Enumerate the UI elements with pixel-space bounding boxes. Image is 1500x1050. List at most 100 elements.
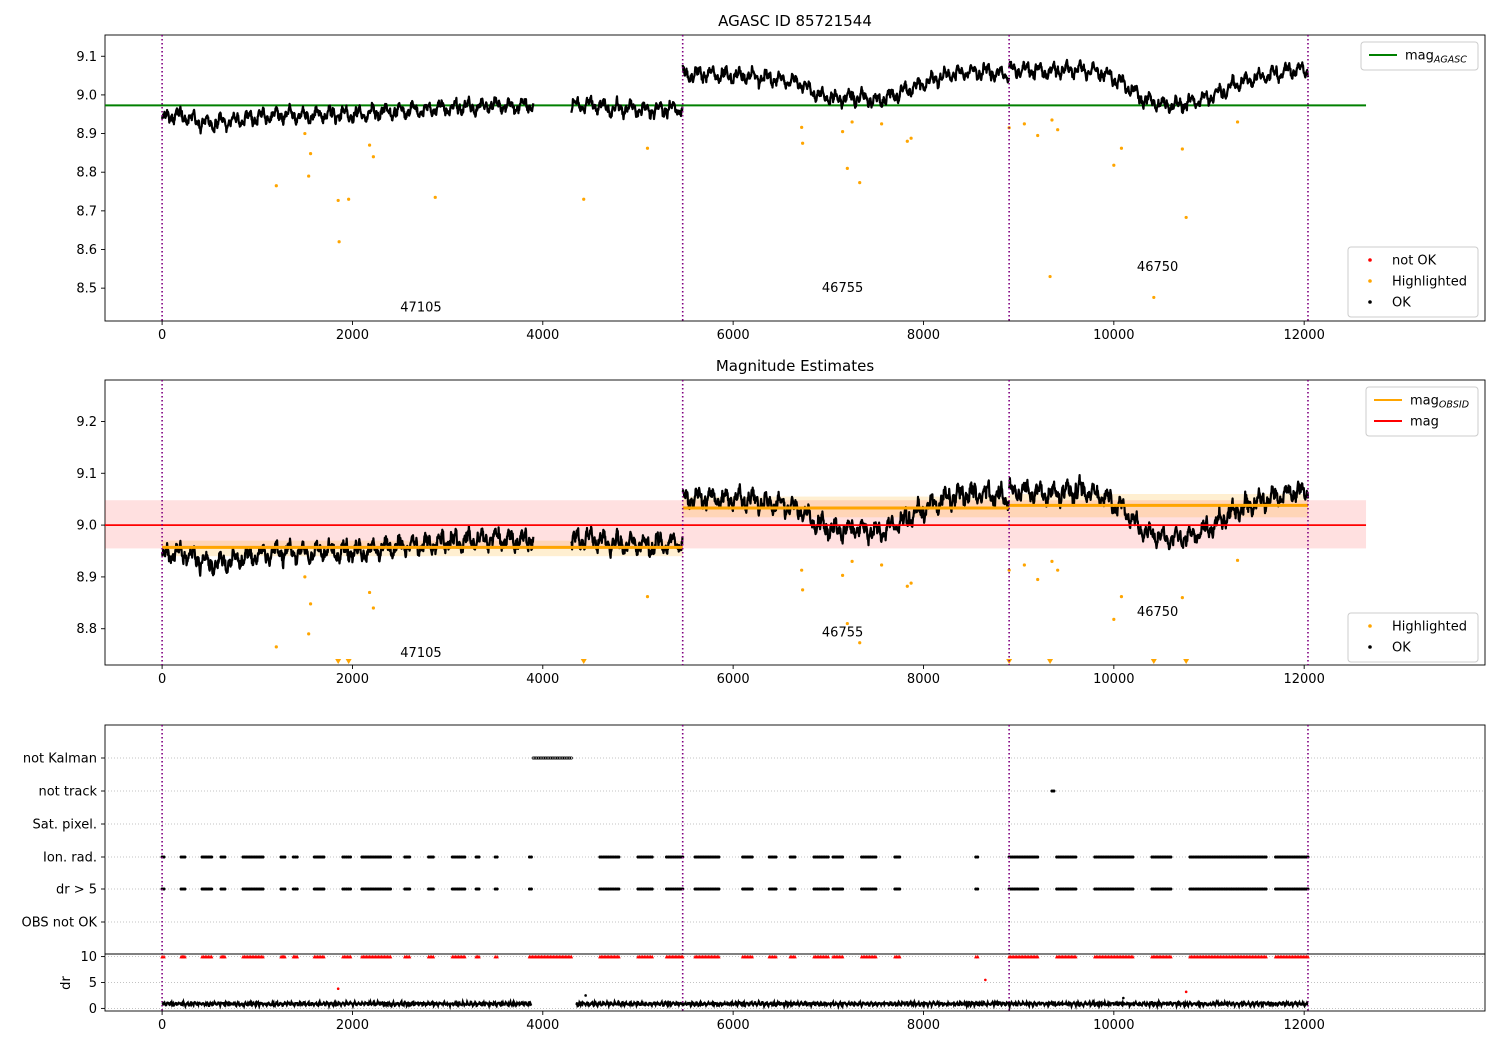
panel1-highlighted-point	[1152, 295, 1156, 300]
panel3-flag-label: not track	[38, 785, 97, 800]
panel2-x-tick-label: 2000	[336, 672, 369, 687]
panel3-flag-event	[223, 887, 227, 891]
panel1-highlighted-point	[303, 131, 307, 136]
panel1-highlighted-point	[801, 141, 805, 145]
panel3-flag-event	[562, 756, 566, 760]
panel2-highlighted-point	[303, 575, 307, 579]
panel4-dr-outlier	[584, 994, 587, 997]
panel4-dr-clipped	[407, 954, 412, 959]
panel1-ok-series	[570, 94, 684, 121]
panel3-flag-event	[495, 887, 499, 891]
panel2-legend-swatch	[1368, 645, 1372, 649]
panel3-flag-event	[408, 887, 412, 891]
panel3-flag-event	[1074, 855, 1078, 859]
panel4-dr-outlier	[1122, 996, 1125, 1000]
panel3-flag-event	[295, 855, 299, 859]
panel3-flag-label: dr > 5	[56, 883, 97, 898]
panel3-flag-event	[841, 887, 845, 891]
panel3-flag-event	[543, 756, 547, 760]
panel1-x-tick-label: 6000	[717, 328, 750, 343]
panel4-x-tick-label: 12000	[1283, 1018, 1324, 1033]
panel2-highlighted-point	[1022, 563, 1026, 567]
panel1-y-tick-label: 8.6	[76, 243, 97, 258]
panel3-flag-event	[650, 887, 654, 891]
panel2-ok-series	[570, 525, 684, 559]
panel1-y-tick-label: 8.9	[76, 127, 97, 142]
panel1-highlighted-point	[337, 240, 341, 244]
panel3-flag-event	[750, 887, 754, 891]
panel3-flag-event	[559, 756, 563, 760]
panel2-out-of-range-marker	[345, 659, 352, 664]
panel2-y-tick-label: 9.1	[76, 467, 97, 482]
panel2-y-tick-label: 8.9	[76, 570, 97, 585]
panel4-x-tick-label: 2000	[336, 1018, 369, 1033]
panel4-dr-outlier	[336, 987, 340, 991]
panel3-flag-event	[431, 887, 435, 891]
panel1-highlighted-point	[840, 130, 845, 134]
panel2-highlighted-point	[307, 632, 311, 636]
panel2-y-tick-label: 9.0	[76, 519, 97, 534]
panel3-flag-event	[793, 887, 797, 891]
panel2-highlighted-point	[274, 645, 278, 649]
panel4-dr-clipped	[477, 954, 481, 959]
panel4-dr-clipped	[495, 954, 499, 959]
panel2-highlighted-point	[1036, 577, 1040, 582]
panel4-x-tick-label: 8000	[907, 1018, 940, 1033]
panel4-y-tick-label: 0	[89, 1002, 97, 1017]
panel3-flag-event	[549, 756, 553, 760]
panel3-flag-event	[1264, 855, 1268, 859]
panel3-flag-event	[717, 887, 721, 891]
panel2-y-tick-label: 9.2	[76, 415, 97, 430]
panel2-highlighted-point	[909, 581, 913, 585]
panel3-flag-event	[1169, 855, 1173, 859]
panel-dr: 0 5 10 dr 0 2000 4000 6000 8000 10000 12000	[59, 950, 1486, 1033]
panel4-dr-clipped	[840, 954, 845, 959]
panel3-flag-event	[1131, 855, 1135, 859]
panel3-flag-event	[295, 887, 299, 891]
panel4-dr-clipped	[750, 954, 754, 959]
panel1-highlighted-point	[1036, 133, 1040, 138]
panel2-highlighted-point	[367, 590, 372, 595]
panel3-flag-event	[536, 756, 541, 760]
panel2-obsid-label: 46750	[1137, 605, 1178, 620]
panel2-legend-swatch	[1368, 624, 1372, 628]
panel4-dr-outlier	[1184, 990, 1188, 994]
panel3-flag-event	[1036, 855, 1040, 859]
panel1-highlighted-point	[336, 198, 340, 203]
panel1-x-tick-label: 2000	[336, 328, 369, 343]
panel1-legend-markers	[1347, 246, 1479, 318]
panel2-title: Magnitude Estimates	[716, 357, 874, 375]
panel3-flag-event	[529, 855, 533, 859]
panel3-flag-event	[750, 855, 754, 859]
panel2-highlighted-point	[840, 573, 845, 577]
panel1-highlighted-point	[1022, 122, 1026, 126]
panel4-x-tick-label: 0	[158, 1018, 166, 1033]
panel2-x-tick-label: 4000	[526, 672, 559, 687]
panel4-dr-clipped	[388, 954, 393, 959]
panel2-out-of-range-marker	[1150, 659, 1157, 664]
panel1-x-tick-label: 10000	[1093, 328, 1134, 343]
panel1-highlighted-point	[1119, 146, 1124, 150]
panel1-highlighted-point	[1056, 128, 1060, 132]
panel3-flag-event	[162, 887, 166, 891]
panel1-x-tick-label: 4000	[526, 328, 559, 343]
panel2-highlighted-point	[801, 588, 805, 592]
panel3-flag-event	[210, 887, 214, 891]
panel4-dr-clipped	[1306, 954, 1310, 959]
panel2-x-tick-label: 8000	[907, 672, 940, 687]
panel1-highlighted-point	[909, 136, 913, 140]
panel4-dr-clipped	[1131, 954, 1135, 959]
panel2-legend-label: Highlighted	[1392, 620, 1467, 635]
panel3-flag-event	[1074, 887, 1078, 891]
panel4-dr-clipped	[1264, 954, 1268, 959]
panel3-flag-event	[717, 855, 721, 859]
panel-flags: not Kalman not track Sat. pixel. Ion. rad. d…	[22, 724, 1486, 1011]
panel1-highlighted-point	[800, 125, 804, 129]
panel3-flag-event	[793, 855, 797, 859]
panel3-flag-event	[348, 887, 353, 891]
panel4-dr-clipped	[462, 954, 467, 959]
panel1-highlighted-point	[645, 146, 650, 150]
panel3-flag-event	[617, 887, 621, 891]
panel3-flag-event	[538, 756, 542, 760]
panel3-flag-event	[557, 756, 561, 760]
